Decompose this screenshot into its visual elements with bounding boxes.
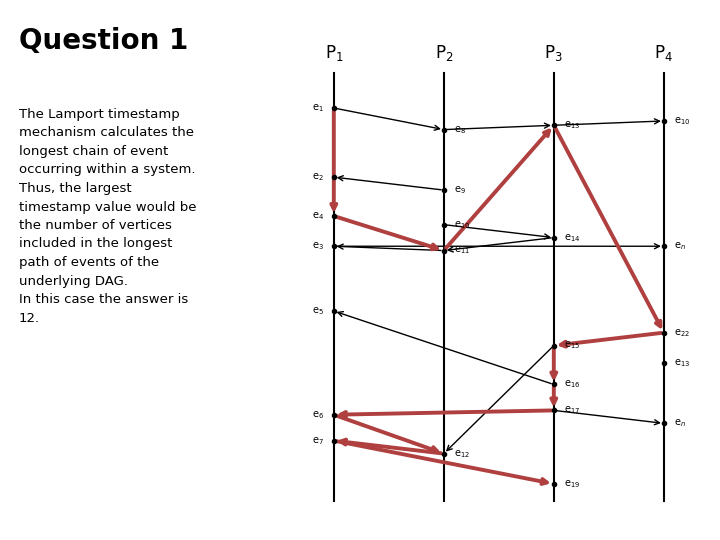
- Text: e$_{14}$: e$_{14}$: [564, 232, 580, 244]
- Text: e$_2$: e$_2$: [312, 171, 324, 183]
- Text: e$_n$: e$_n$: [674, 240, 685, 252]
- Text: e$_{19}$: e$_{19}$: [564, 478, 580, 490]
- Text: e$_4$: e$_4$: [312, 210, 324, 222]
- Text: e$_n$: e$_n$: [674, 417, 685, 429]
- Text: Question 1: Question 1: [19, 27, 188, 55]
- Text: e$_8$: e$_8$: [454, 124, 466, 136]
- Text: e$_{12}$: e$_{12}$: [454, 448, 469, 460]
- Text: e$_9$: e$_9$: [454, 184, 466, 196]
- Text: P$_2$: P$_2$: [435, 43, 453, 63]
- Text: P$_1$: P$_1$: [325, 43, 343, 63]
- Text: e$_3$: e$_3$: [312, 240, 324, 252]
- Text: e$_7$: e$_7$: [312, 435, 324, 447]
- Text: e$_{17}$: e$_{17}$: [564, 404, 580, 416]
- Text: P$_3$: P$_3$: [544, 43, 563, 63]
- Text: e$_{10}$: e$_{10}$: [674, 115, 690, 127]
- Text: e$_{15}$: e$_{15}$: [564, 340, 580, 352]
- Text: e$_5$: e$_5$: [312, 305, 324, 317]
- Text: e$_6$: e$_6$: [312, 409, 324, 421]
- Text: e$_{13}$: e$_{13}$: [564, 119, 580, 131]
- Text: The Lamport timestamp
mechanism calculates the
longest chain of event
occurring : The Lamport timestamp mechanism calculat…: [19, 108, 197, 325]
- Text: e$_1$: e$_1$: [312, 102, 324, 114]
- Text: P$_4$: P$_4$: [654, 43, 673, 63]
- Text: e$_{10}$: e$_{10}$: [454, 219, 470, 231]
- Text: e$_{11}$: e$_{11}$: [454, 245, 469, 256]
- Text: e$_{13}$: e$_{13}$: [674, 357, 690, 369]
- Text: e$_{22}$: e$_{22}$: [674, 327, 690, 339]
- Text: e$_{16}$: e$_{16}$: [564, 379, 580, 390]
